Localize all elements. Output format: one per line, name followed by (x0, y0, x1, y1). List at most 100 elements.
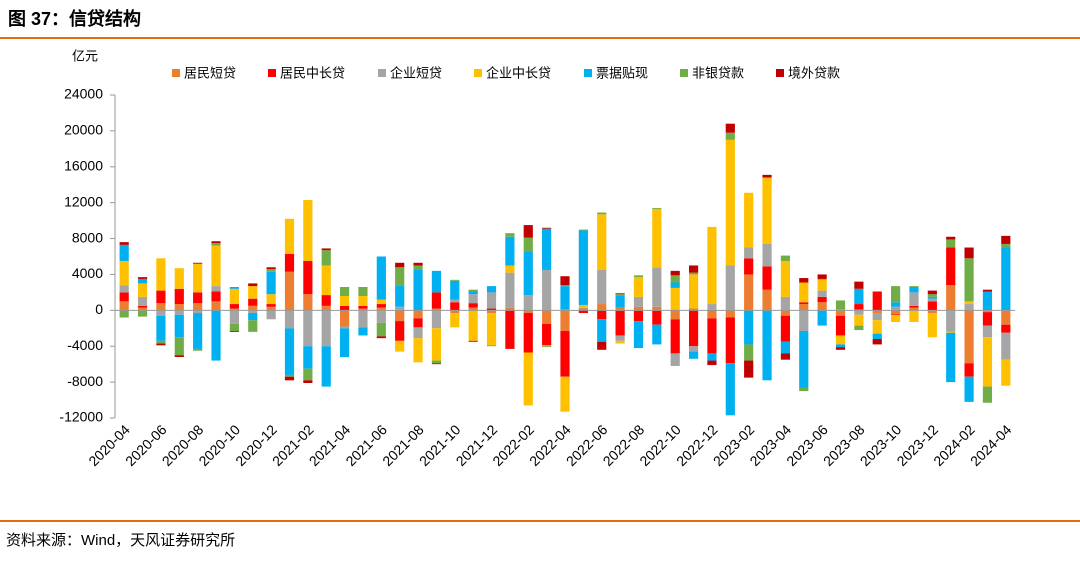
bar-segment (358, 327, 368, 336)
bar-segment (395, 285, 405, 307)
bar-segment (799, 387, 809, 392)
bar-segment (119, 285, 129, 293)
bar-segment (284, 310, 295, 329)
bar-segment (946, 331, 956, 333)
bar-segment (615, 340, 625, 344)
bar-segment (211, 301, 221, 311)
bar-segment (321, 248, 331, 251)
bar-segment (927, 290, 937, 295)
bar-segment (340, 305, 350, 311)
bar-segment (229, 288, 239, 305)
bar-segment (284, 374, 295, 377)
bar-segment (891, 286, 901, 303)
bar-segment (725, 139, 735, 266)
bar-segment (652, 208, 662, 268)
bar-segment (652, 208, 662, 209)
bar-segment (891, 306, 901, 311)
legend-label: 企业中长贷 (486, 65, 551, 80)
bar-segment (946, 236, 956, 240)
bar-segment (266, 271, 276, 295)
bar-segment (946, 247, 956, 286)
bar-segment (891, 302, 901, 307)
bar-segment (688, 265, 699, 273)
bar-segment (688, 272, 699, 275)
bar-segment (266, 304, 276, 307)
bar-segment (486, 292, 497, 309)
bar-segment (633, 321, 644, 349)
bar-segment (560, 285, 570, 287)
bar-segment (560, 276, 570, 286)
bar-segment (523, 237, 533, 252)
bar-segment (578, 229, 588, 231)
bar-segment (633, 275, 644, 278)
bar-segment (211, 241, 221, 244)
bar-segment (615, 307, 625, 311)
bar-segment (542, 310, 552, 324)
bar-segment (817, 310, 827, 326)
bar-segment (358, 305, 368, 309)
bar-segment (597, 214, 607, 270)
bar-segment (909, 287, 919, 293)
bar-segment (964, 376, 974, 402)
bar-segment (560, 310, 570, 331)
bar-segment (266, 306, 276, 311)
bar-segment (725, 132, 735, 140)
bar-segment (927, 310, 937, 314)
bar-segment (854, 304, 864, 310)
bar-segment (946, 332, 956, 383)
bar-segment (450, 302, 460, 311)
bar-segment (578, 308, 588, 311)
bar-segment (156, 340, 166, 344)
bar-segment (229, 304, 239, 309)
bar-segment (891, 314, 901, 322)
bar-segment (927, 296, 937, 299)
bar-segment (413, 269, 423, 311)
bar-segment (505, 236, 515, 266)
bar-segment (707, 226, 717, 305)
bar-segment (156, 315, 166, 341)
bar-segment (633, 296, 644, 307)
bar-segment (450, 279, 460, 281)
bar-segment (376, 310, 386, 323)
bar-segment (946, 285, 956, 311)
bar-segment (211, 245, 221, 287)
bar-segment (688, 351, 699, 359)
legend-swatch (378, 69, 386, 77)
bar-segment (303, 294, 313, 311)
bar-segment (156, 343, 166, 346)
bar-segment (413, 338, 423, 363)
bar-segment (376, 307, 386, 311)
bar-segment (927, 313, 937, 338)
bar-segment (248, 320, 258, 332)
bar-segment (835, 344, 846, 348)
bar-segment (284, 253, 295, 272)
bar-segment (688, 308, 699, 311)
bar-segment (762, 177, 772, 244)
bar-segment (119, 244, 129, 261)
bar-segment (780, 255, 790, 261)
bar-segment (891, 313, 901, 315)
bar-segment (211, 310, 221, 361)
bar-segment (248, 298, 258, 306)
bar-segment (707, 310, 717, 319)
bar-segment (817, 279, 827, 291)
bar-segment (137, 277, 148, 279)
bar-segment (266, 269, 276, 272)
bar-segment (578, 304, 588, 308)
bar-segment (744, 192, 754, 248)
bar-segment (431, 310, 442, 329)
bar-segment (413, 310, 423, 319)
bar-segment (174, 268, 184, 289)
bar-segment (303, 368, 313, 381)
bar-segment (321, 250, 331, 266)
bar-segment (284, 218, 295, 254)
bar-segment (137, 283, 148, 297)
y-tick-label: 4000 (72, 265, 103, 281)
bar-segment (799, 330, 809, 388)
bar-segment (854, 288, 864, 305)
bar-segment (431, 270, 442, 293)
bar-segment (468, 289, 478, 292)
bar-segment (193, 262, 203, 264)
bar-segment (119, 242, 129, 245)
